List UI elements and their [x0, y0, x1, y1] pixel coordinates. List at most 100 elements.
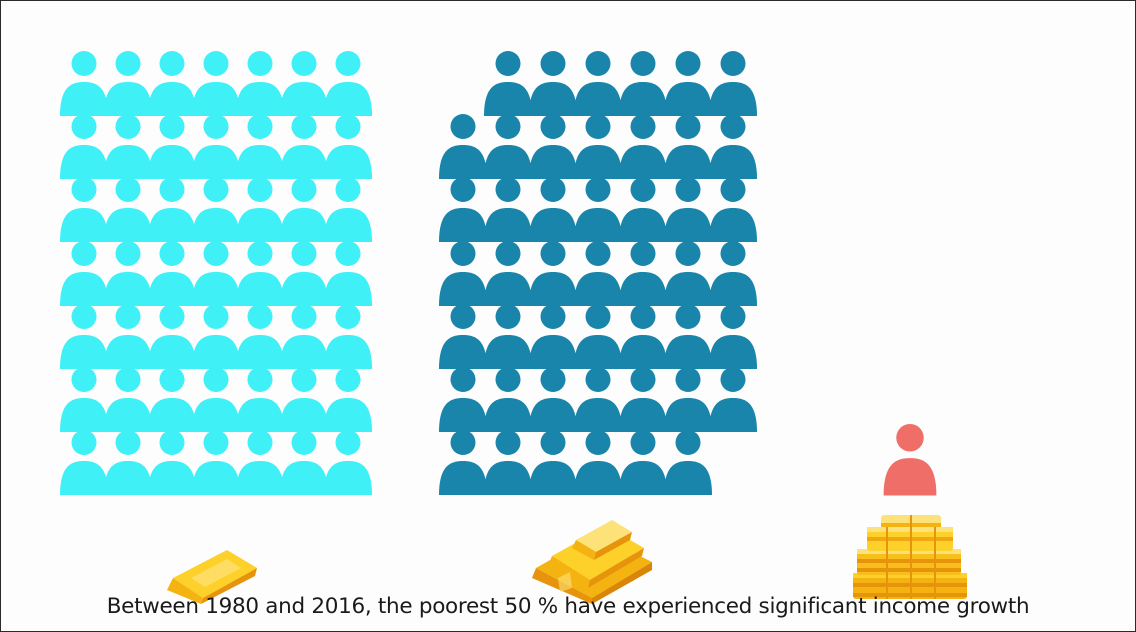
person-icon: [280, 304, 328, 369]
person-icon: [60, 51, 108, 116]
person-icon: [148, 430, 196, 495]
person-icon: [104, 51, 152, 116]
person-icon: [192, 430, 240, 495]
person-icon: [574, 114, 622, 179]
person-icon: [709, 304, 757, 369]
person-icon: [619, 241, 667, 306]
person-icon: [619, 51, 667, 116]
person-icon: [60, 241, 108, 306]
person-icon: [439, 430, 487, 495]
person-icon: [60, 177, 108, 242]
caption-text: Between 1980 and 2016, the poorest 50 % …: [106, 594, 1030, 619]
person-icon: [60, 367, 108, 432]
person-icon: [236, 51, 284, 116]
person-icon: [280, 430, 328, 495]
person-icon: [148, 367, 196, 432]
person-icon: [709, 367, 757, 432]
person-icon: [664, 367, 712, 432]
person-icon: [280, 241, 328, 306]
person-icon: [236, 114, 284, 179]
person-icon: [236, 177, 284, 242]
person-icon: [439, 114, 487, 179]
person-icon: [664, 177, 712, 242]
person-icon: [529, 241, 577, 306]
person-icon: [484, 430, 532, 495]
person-icon: [324, 241, 372, 306]
person-icon: [280, 367, 328, 432]
person-icon: [192, 51, 240, 116]
person-icon: [529, 304, 577, 369]
person-icon: [192, 367, 240, 432]
person-icon: [104, 304, 152, 369]
gold-stack-icon: [532, 520, 652, 604]
person-icon: [60, 304, 108, 369]
person-icon: [574, 177, 622, 242]
person-icon: [280, 51, 328, 116]
person-icon: [883, 424, 937, 496]
person-icon: [192, 304, 240, 369]
person-icon: [324, 114, 372, 179]
person-icon: [236, 367, 284, 432]
person-icon: [529, 367, 577, 432]
person-icon: [664, 114, 712, 179]
person-icon: [529, 430, 577, 495]
person-icon: [439, 241, 487, 306]
person-icon: [439, 367, 487, 432]
person-icon: [619, 114, 667, 179]
person-icon: [148, 177, 196, 242]
person-icon: [619, 430, 667, 495]
gold-pile-icon: [853, 515, 967, 599]
person-icon: [439, 177, 487, 242]
person-icon: [574, 430, 622, 495]
person-icon: [60, 114, 108, 179]
person-icon: [104, 367, 152, 432]
person-icon: [574, 241, 622, 306]
person-icon: [664, 304, 712, 369]
person-icon: [148, 51, 196, 116]
person-icon: [104, 430, 152, 495]
person-icon: [324, 177, 372, 242]
person-icon: [619, 367, 667, 432]
gold-bar-icon: [167, 550, 257, 604]
person-icon: [236, 430, 284, 495]
person-icon: [192, 114, 240, 179]
person-icon: [574, 51, 622, 116]
person-icon: [709, 51, 757, 116]
person-icon: [574, 304, 622, 369]
person-icon: [324, 430, 372, 495]
person-icon: [104, 114, 152, 179]
person-icon: [664, 241, 712, 306]
person-icon: [324, 367, 372, 432]
person-icon: [619, 304, 667, 369]
person-icon: [148, 304, 196, 369]
person-icon: [619, 177, 667, 242]
person-icon: [484, 51, 532, 116]
person-icon: [192, 177, 240, 242]
person-icon: [664, 430, 712, 495]
person-icon: [574, 367, 622, 432]
person-icon: [709, 114, 757, 179]
person-icon: [529, 51, 577, 116]
person-icon: [280, 177, 328, 242]
person-icon: [484, 114, 532, 179]
person-icon: [439, 304, 487, 369]
person-icon: [709, 177, 757, 242]
person-icon: [280, 114, 328, 179]
person-icon: [148, 241, 196, 306]
person-icon: [104, 241, 152, 306]
person-icon: [104, 177, 152, 242]
person-icon: [324, 51, 372, 116]
person-icon: [484, 367, 532, 432]
person-icon: [148, 114, 196, 179]
person-icon: [60, 430, 108, 495]
person-icon: [236, 304, 284, 369]
person-icon: [236, 241, 284, 306]
person-icon: [484, 304, 532, 369]
person-icon: [529, 177, 577, 242]
person-icon: [709, 241, 757, 306]
person-icon: [484, 241, 532, 306]
person-icon: [192, 241, 240, 306]
person-icon: [484, 177, 532, 242]
